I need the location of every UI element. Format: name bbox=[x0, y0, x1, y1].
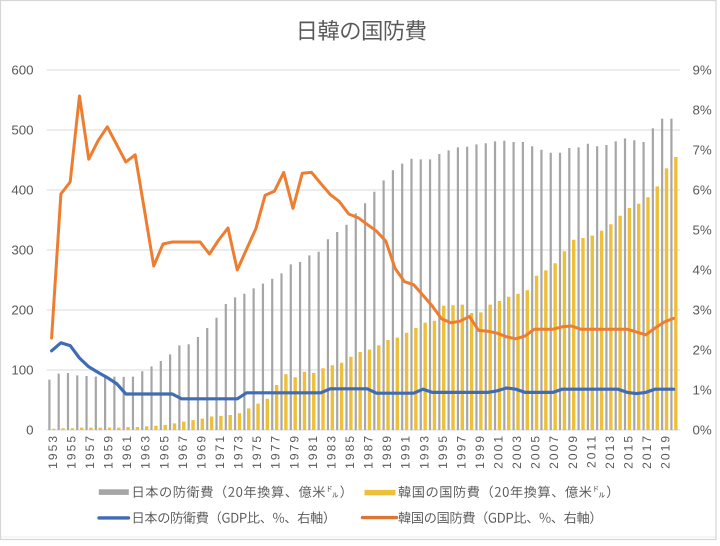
svg-text:1989: 1989 bbox=[380, 434, 394, 469]
svg-text:2013: 2013 bbox=[603, 434, 617, 469]
svg-text:7%: 7% bbox=[693, 143, 712, 158]
svg-text:1953: 1953 bbox=[46, 434, 60, 469]
svg-text:1987: 1987 bbox=[362, 434, 376, 469]
svg-text:2019: 2019 bbox=[659, 434, 673, 469]
svg-text:3%: 3% bbox=[693, 303, 712, 318]
svg-text:2011: 2011 bbox=[584, 434, 598, 468]
svg-text:1993: 1993 bbox=[417, 434, 431, 469]
svg-text:400: 400 bbox=[11, 183, 33, 198]
svg-text:2017: 2017 bbox=[640, 434, 654, 469]
svg-text:1977: 1977 bbox=[269, 434, 283, 469]
svg-text:2007: 2007 bbox=[547, 434, 561, 469]
svg-text:600: 600 bbox=[11, 63, 33, 78]
svg-text:1%: 1% bbox=[693, 383, 712, 398]
svg-text:9%: 9% bbox=[693, 63, 712, 78]
svg-text:1997: 1997 bbox=[454, 434, 468, 469]
svg-text:2001: 2001 bbox=[492, 434, 506, 469]
svg-text:200: 200 bbox=[11, 303, 33, 318]
svg-text:1995: 1995 bbox=[436, 434, 450, 469]
svg-text:1983: 1983 bbox=[324, 434, 338, 469]
svg-text:2009: 2009 bbox=[566, 434, 580, 469]
svg-text:6%: 6% bbox=[693, 183, 712, 198]
svg-text:8%: 8% bbox=[693, 103, 712, 118]
svg-text:1971: 1971 bbox=[213, 434, 227, 469]
svg-text:1963: 1963 bbox=[139, 434, 153, 469]
svg-text:1957: 1957 bbox=[83, 434, 97, 469]
svg-text:100: 100 bbox=[11, 363, 33, 378]
svg-text:1979: 1979 bbox=[287, 434, 301, 469]
svg-text:1975: 1975 bbox=[250, 434, 264, 469]
svg-text:1981: 1981 bbox=[306, 434, 320, 469]
svg-text:4%: 4% bbox=[693, 263, 712, 278]
svg-text:300: 300 bbox=[11, 243, 33, 258]
svg-text:0%: 0% bbox=[693, 423, 712, 438]
svg-text:2%: 2% bbox=[693, 343, 712, 358]
svg-text:1985: 1985 bbox=[343, 434, 357, 469]
svg-text:2005: 2005 bbox=[529, 434, 543, 469]
svg-text:0: 0 bbox=[26, 423, 33, 438]
svg-text:1973: 1973 bbox=[232, 434, 246, 469]
svg-text:1961: 1961 bbox=[120, 434, 134, 469]
svg-text:500: 500 bbox=[11, 123, 33, 138]
svg-text:1967: 1967 bbox=[176, 434, 190, 469]
svg-text:1991: 1991 bbox=[399, 434, 413, 469]
svg-text:1969: 1969 bbox=[194, 434, 208, 469]
svg-text:1955: 1955 bbox=[64, 434, 78, 469]
svg-text:1959: 1959 bbox=[102, 434, 116, 469]
svg-text:2003: 2003 bbox=[510, 434, 524, 469]
svg-text:1999: 1999 bbox=[473, 434, 487, 469]
svg-text:5%: 5% bbox=[693, 223, 712, 238]
svg-text:1965: 1965 bbox=[157, 434, 171, 469]
svg-text:2015: 2015 bbox=[622, 434, 636, 469]
